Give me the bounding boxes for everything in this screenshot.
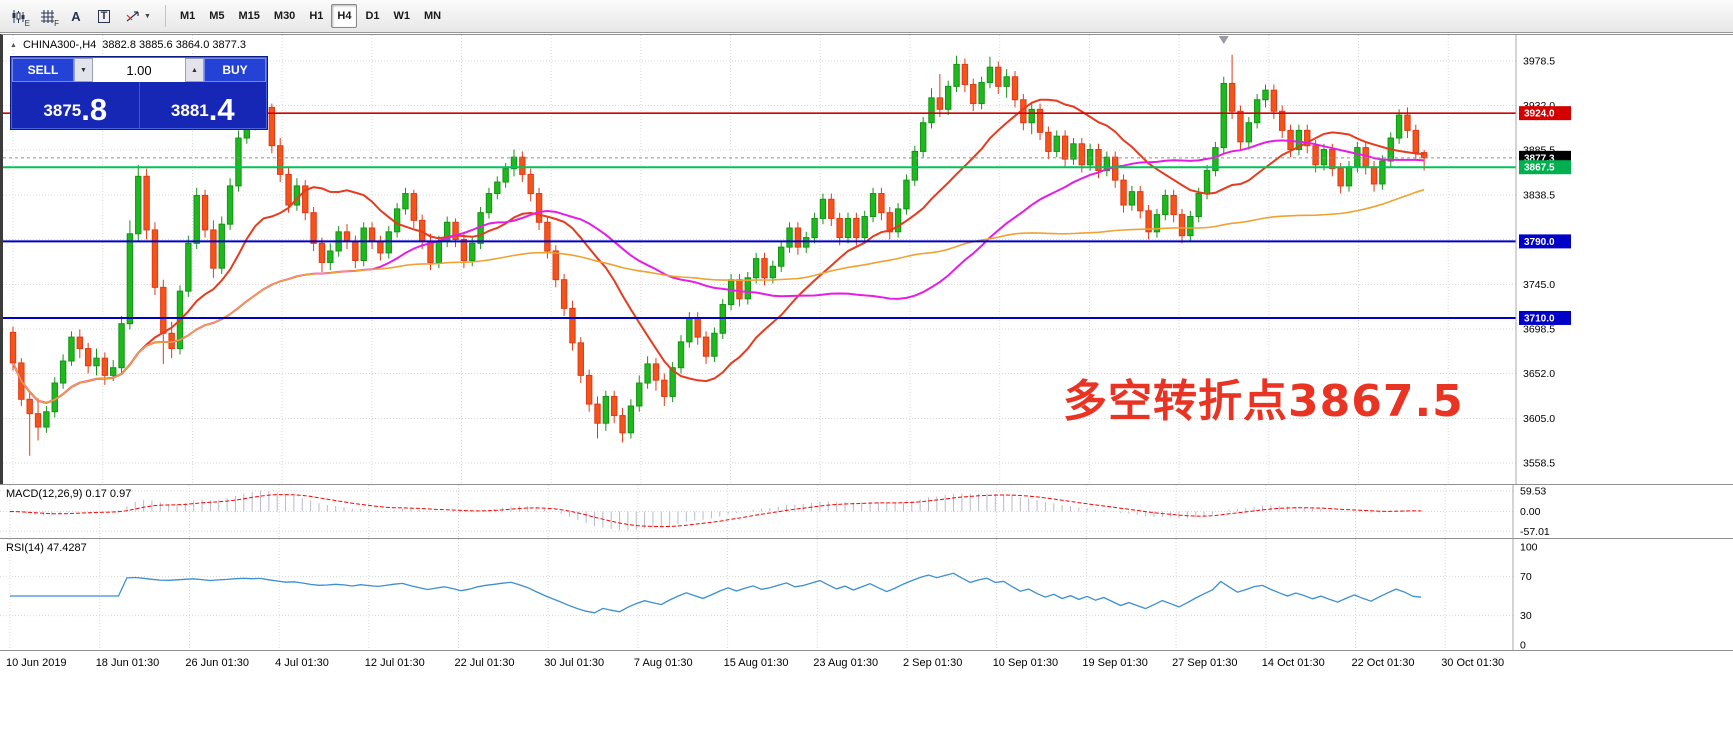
time-axis-label: 10 Jun 2019 — [6, 657, 67, 669]
volume-up-button[interactable]: ▲ — [185, 58, 204, 82]
time-axis-label: 30 Oct 01:30 — [1441, 657, 1505, 669]
svg-text:30: 30 — [1520, 610, 1532, 622]
svg-text:59.53: 59.53 — [1520, 485, 1546, 497]
time-axis-label: 10 Sep 01:30 — [992, 657, 1059, 669]
time-axis-label: 12 Jul 01:30 — [364, 657, 425, 669]
svg-text:3558.5: 3558.5 — [1523, 457, 1555, 469]
ohlc-values: 3882.8 3885.6 3864.0 3877.3 — [102, 39, 247, 51]
time-axis-label: 2 Sep 01:30 — [903, 657, 963, 669]
timeframe-mn[interactable]: MN — [424, 10, 442, 22]
grid-icon — [41, 9, 54, 23]
chart-header: ▲ CHINA300-,H4 3882.8 3885.6 3864.0 3877… — [10, 39, 246, 51]
svg-text:3710.0: 3710.0 — [1524, 313, 1555, 324]
subscript-f-label: F — [54, 19, 59, 28]
collapse-arrow-icon: ▲ — [10, 41, 17, 49]
letter-t-icon: T — [97, 9, 111, 23]
svg-text:3924.0: 3924.0 — [1524, 109, 1555, 120]
arrows-icon — [126, 11, 139, 22]
svg-text:3698.5: 3698.5 — [1523, 323, 1555, 335]
time-axis-label: 23 Aug 01:30 — [813, 657, 879, 669]
timeframe-d1[interactable]: D1 — [365, 10, 380, 22]
sell-button[interactable]: SELL — [12, 58, 74, 82]
timeframe-m5[interactable]: M5 — [209, 10, 225, 22]
grid-button[interactable]: F — [34, 4, 61, 28]
price-chart-canvas[interactable]: 3978.53932.03885.53838.53792.03745.03698… — [3, 35, 1733, 485]
timeframe-m15[interactable]: M15 — [238, 10, 260, 22]
sell-price[interactable]: 3875 .8 — [12, 82, 140, 128]
chart-annotation-text: 多空转折点3867.5 — [1063, 376, 1464, 427]
svg-text:3605.0: 3605.0 — [1523, 413, 1555, 425]
time-axis-label: 22 Oct 01:30 — [1351, 657, 1415, 669]
svg-text:3652.0: 3652.0 — [1523, 368, 1555, 380]
toolbar: E F A T ▼ M1 M5 M15 M30 H1 H4 D1 W1 — [0, 0, 1733, 33]
time-axis[interactable]: 10 Jun 2019 18 Jun 01:30 26 Jun 01:30 4 Jul… — [0, 650, 1733, 677]
timeframe-w1[interactable]: W1 — [393, 10, 411, 22]
svg-text:3745.0: 3745.0 — [1523, 279, 1555, 291]
time-axis-label: 14 Oct 01:30 — [1261, 657, 1325, 669]
buy-price[interactable]: 3881 .4 — [140, 82, 267, 128]
toolbar-separator — [164, 5, 166, 27]
chart-shift-marker — [1218, 36, 1229, 44]
svg-text:70: 70 — [1520, 571, 1532, 583]
candlestick-chart-icon — [12, 9, 25, 23]
volume-dropdown-button[interactable]: ▼ — [74, 58, 93, 82]
caret-down-icon: ▼ — [80, 66, 87, 74]
svg-text:-57.01: -57.01 — [1520, 526, 1550, 538]
rsi-canvas: 100 70 30 0 — [0, 539, 1538, 651]
time-axis-label: 30 Jul 01:30 — [544, 657, 605, 669]
subscript-e-label: E — [24, 19, 30, 28]
buy-button[interactable]: BUY — [204, 58, 266, 82]
draw-arrows-button[interactable]: ▼ — [119, 4, 157, 28]
sell-price-base: 3875 — [43, 101, 82, 120]
time-axis-label: 19 Sep 01:30 — [1082, 657, 1148, 669]
volume-input[interactable] — [93, 58, 185, 82]
text-a-button[interactable]: A — [63, 4, 89, 28]
time-axis-label: 18 Jun 01:30 — [95, 657, 160, 669]
text-t-button[interactable]: T — [91, 4, 117, 28]
time-axis-label: 4 Jul 01:30 — [275, 657, 329, 669]
svg-text:3877.3: 3877.3 — [1524, 153, 1555, 164]
time-axis-label: 26 Jun 01:30 — [185, 657, 250, 669]
time-axis-label: 15 Aug 01:30 — [723, 657, 789, 669]
rsi-label: RSI(14) 47.4287 — [6, 542, 87, 554]
letter-a-icon: A — [71, 8, 81, 24]
one-click-trading-panel: SELL ▼ ▲ BUY 3875 .8 3881 .4 — [11, 57, 267, 129]
svg-text:3867.5: 3867.5 — [1524, 163, 1555, 174]
timeframe-h4[interactable]: H4 — [331, 4, 358, 28]
buy-price-big-digit: .4 — [208, 91, 235, 127]
macd-panel: 59.53 0.00 -57.01 MACD(12,26,9) 0.17 0.97 — [0, 484, 1733, 538]
chart-style-button[interactable]: E — [5, 4, 32, 28]
svg-text:100: 100 — [1520, 542, 1538, 554]
time-axis-label: 7 Aug 01:30 — [633, 657, 693, 669]
macd-canvas: 59.53 0.00 -57.01 — [0, 485, 1550, 538]
timeframe-h1[interactable]: H1 — [309, 10, 324, 22]
sell-price-big-digit: .8 — [81, 91, 108, 127]
timeframe-m1[interactable]: M1 — [179, 10, 196, 22]
rsi-panel: 100 70 30 0 RSI(14) 47.4287 — [0, 538, 1733, 650]
symbol-label: CHINA300-,H4 — [22, 39, 97, 51]
time-axis-label: 27 Sep 01:30 — [1172, 657, 1238, 669]
time-axis-label: 22 Jul 01:30 — [454, 657, 515, 669]
macd-label: MACD(12,26,9) 0.17 0.97 — [6, 488, 132, 500]
price-chart-panel: 3978.53932.03885.53838.53792.03745.03698… — [0, 34, 1733, 485]
buy-price-base: 3881 — [170, 101, 209, 120]
timeframe-m30[interactable]: M30 — [273, 10, 296, 22]
chevron-down-icon: ▼ — [144, 12, 151, 20]
caret-up-icon: ▲ — [191, 66, 198, 74]
svg-text:3838.5: 3838.5 — [1523, 189, 1555, 201]
svg-text:0.00: 0.00 — [1520, 506, 1541, 518]
svg-text:0: 0 — [1520, 640, 1526, 651]
svg-text:3978.5: 3978.5 — [1523, 56, 1555, 68]
svg-text:3790.0: 3790.0 — [1524, 237, 1555, 248]
